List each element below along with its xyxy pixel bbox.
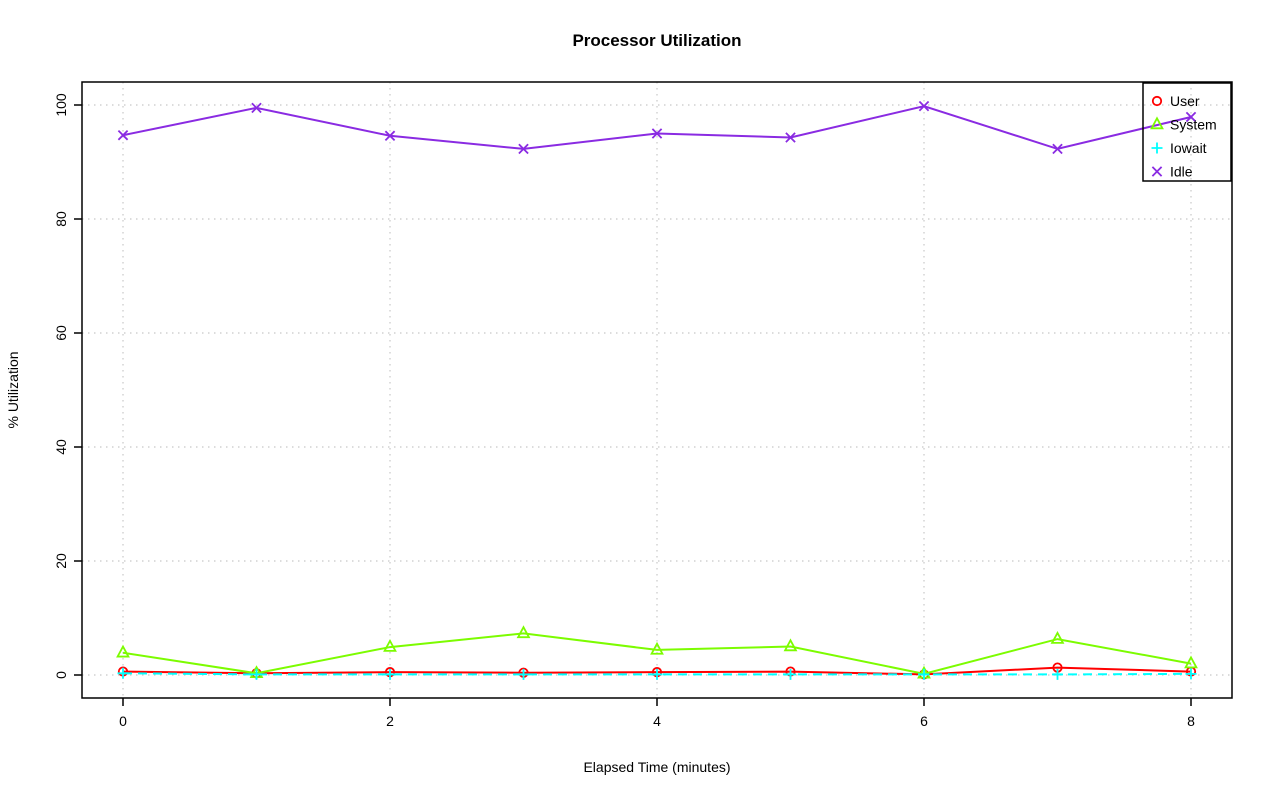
marker-iowait — [651, 668, 663, 680]
legend-marker-iowait — [1151, 142, 1163, 154]
marker-idle — [918, 100, 930, 112]
legend-box — [1142, 82, 1232, 182]
legend: User System Iowait Idle — [1142, 82, 1232, 182]
legend-marker-idle — [1151, 166, 1163, 177]
legend-marker-user — [1151, 95, 1163, 107]
y-tick-label: 0 — [53, 671, 69, 679]
marker-idle — [518, 143, 529, 155]
x-tick-label: 8 — [1187, 713, 1195, 729]
marker-iowait — [1185, 668, 1197, 680]
y-tick-label: 20 — [53, 553, 69, 569]
x-tick-label: 2 — [386, 713, 394, 729]
marker-iowait — [785, 668, 796, 680]
marker-iowait — [518, 668, 529, 680]
grid-lines — [82, 82, 1232, 698]
legend-label-iowait: Iowait — [1170, 140, 1207, 156]
marker-system — [1184, 655, 1198, 669]
legend-label-system: System — [1170, 117, 1217, 133]
marker-system — [116, 644, 130, 658]
x-axis-label: Elapsed Time (minutes) — [583, 759, 730, 775]
marker-iowait — [918, 668, 930, 680]
marker-system — [516, 625, 531, 639]
marker-idle — [1052, 143, 1063, 155]
marker-iowait — [1052, 668, 1063, 680]
y-axis-label: % Utilization — [5, 351, 21, 428]
legend-label-user: User — [1170, 93, 1200, 109]
chart-title: Processor Utilization — [572, 31, 741, 50]
y-tick-label: 80 — [53, 211, 69, 227]
marker-iowait — [117, 667, 129, 679]
marker-iowait — [251, 668, 262, 680]
marker-idle — [384, 130, 396, 142]
marker-iowait — [384, 668, 396, 680]
legend-label-idle: Idle — [1170, 164, 1193, 180]
x-tick-label: 0 — [119, 713, 127, 729]
plot-border — [81, 81, 1233, 699]
marker-system — [1050, 630, 1065, 644]
marker-idle — [251, 102, 262, 114]
series-line-iowait — [122, 672, 1192, 676]
legend-marker-system — [1150, 116, 1164, 130]
y-tick-label: 40 — [53, 439, 69, 455]
marker-system — [783, 638, 798, 652]
marker-idle — [1185, 111, 1197, 123]
y-tick-label: 100 — [53, 93, 69, 117]
x-tick-label: 6 — [920, 713, 928, 729]
y-tick-label: 60 — [53, 325, 69, 341]
marker-idle — [117, 129, 129, 141]
marker-idle — [785, 132, 796, 143]
marker-system — [650, 641, 664, 655]
marker-system — [383, 638, 397, 652]
series-line-system — [122, 632, 1192, 675]
data-series — [116, 100, 1198, 680]
marker-idle — [651, 128, 663, 139]
x-tick-label: 4 — [653, 713, 661, 729]
